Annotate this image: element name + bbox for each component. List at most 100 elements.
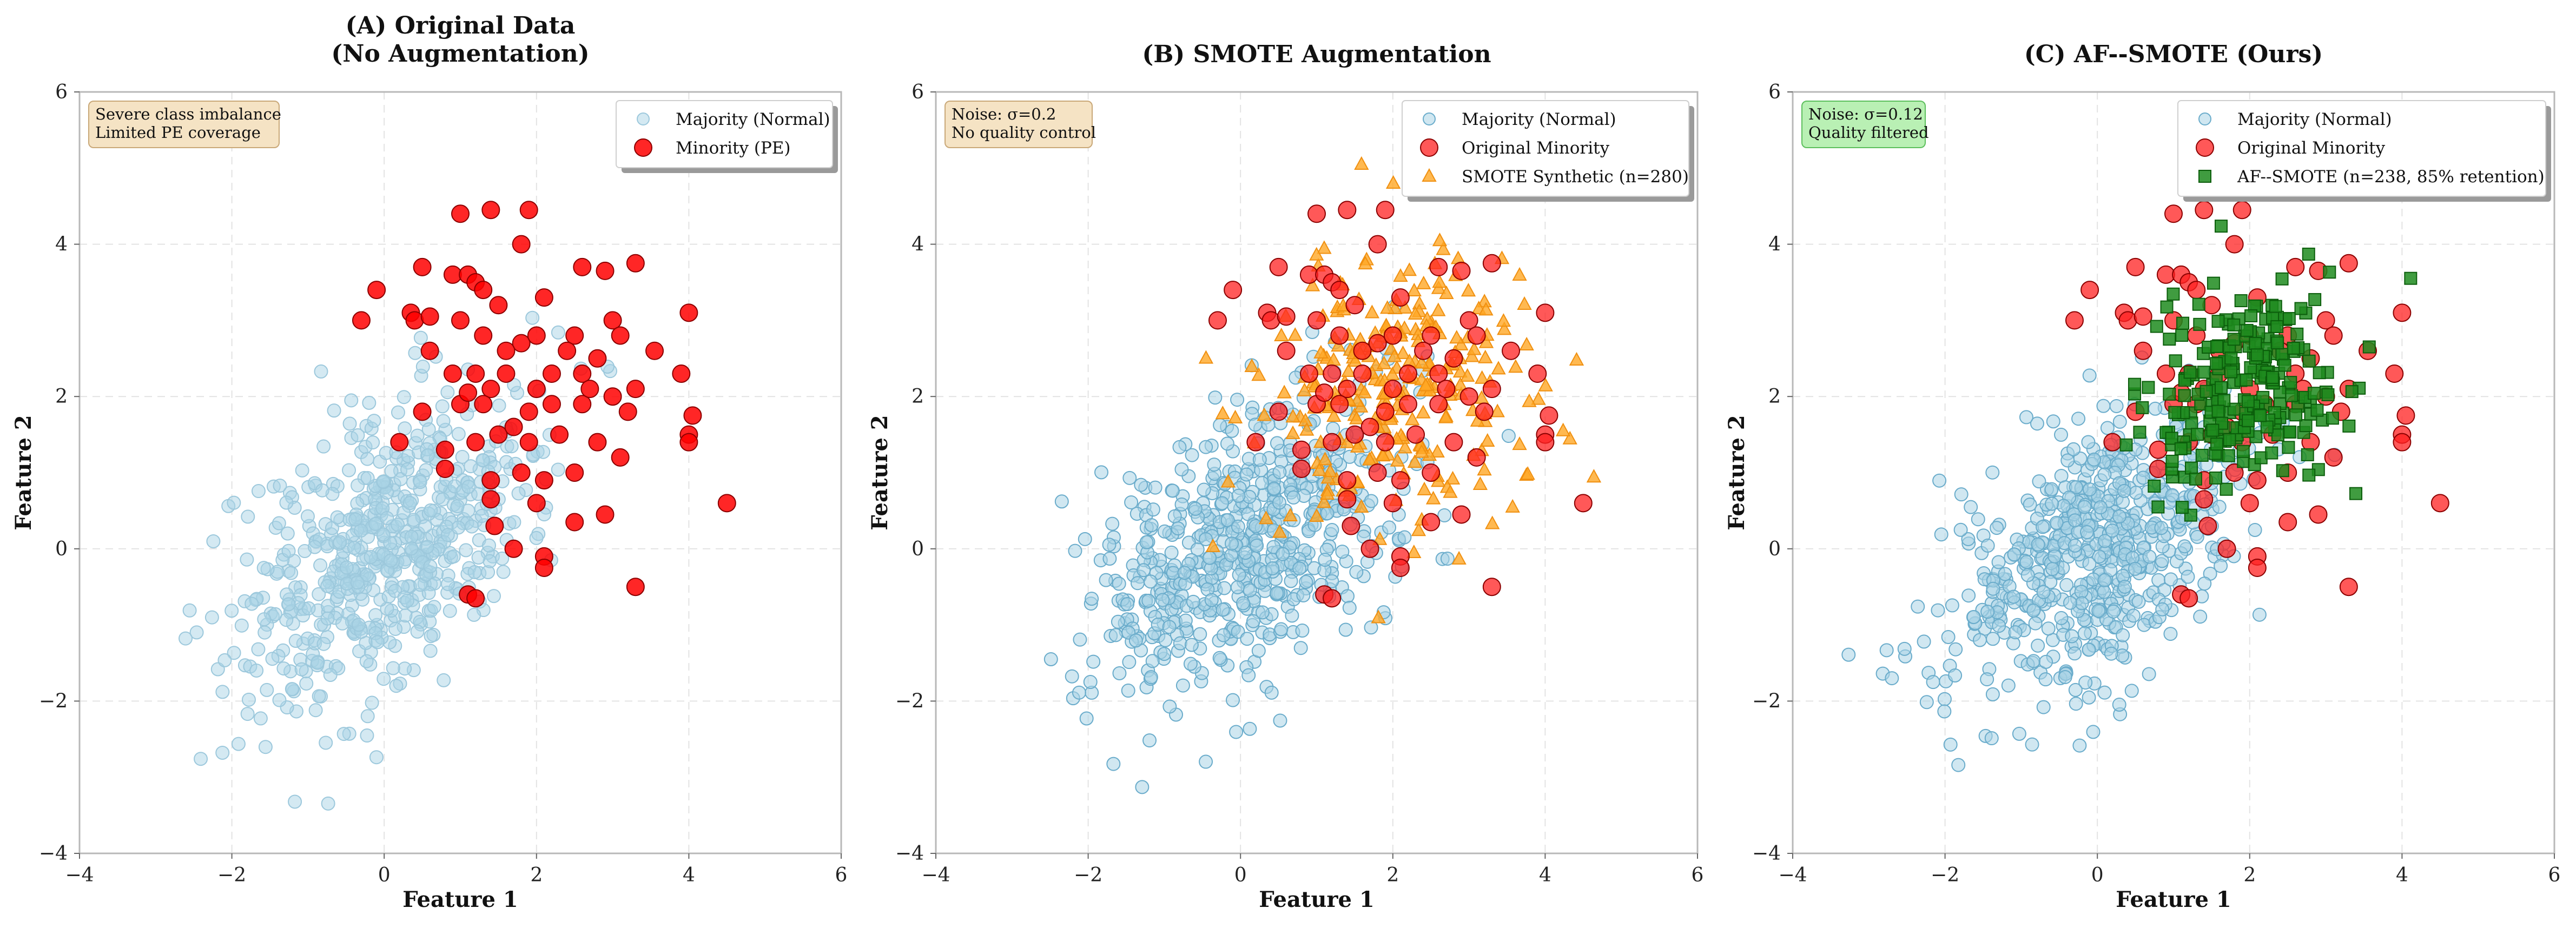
data-point bbox=[2148, 479, 2161, 493]
data-point bbox=[1376, 402, 1395, 421]
data-point bbox=[467, 565, 482, 579]
legend-label: SMOTE Synthetic (n=280) bbox=[1462, 167, 1689, 187]
data-point bbox=[2134, 307, 2152, 326]
data-point bbox=[1193, 627, 1207, 641]
data-point bbox=[1231, 519, 1245, 534]
data-point bbox=[507, 515, 521, 529]
data-point bbox=[2323, 266, 2336, 279]
data-point bbox=[1205, 538, 1220, 552]
data-point bbox=[310, 655, 325, 670]
data-point bbox=[2155, 602, 2170, 617]
data-point bbox=[1240, 632, 1254, 646]
data-point bbox=[424, 629, 438, 644]
data-point bbox=[413, 402, 432, 421]
data-point bbox=[436, 414, 451, 428]
data-point bbox=[1319, 486, 1335, 500]
annotation-text: Noise: σ=0.12 bbox=[1808, 105, 1923, 123]
data-point bbox=[2430, 494, 2449, 513]
data-point bbox=[2362, 340, 2376, 354]
data-point bbox=[2012, 726, 2026, 741]
data-point bbox=[481, 490, 500, 509]
data-point bbox=[489, 425, 508, 444]
data-point bbox=[2160, 300, 2174, 314]
data-point bbox=[529, 531, 544, 545]
data-point bbox=[2112, 509, 2126, 524]
data-point bbox=[404, 529, 419, 544]
data-point bbox=[2054, 611, 2069, 625]
data-point bbox=[2126, 257, 2145, 276]
data-point bbox=[1229, 725, 1244, 739]
data-point bbox=[421, 422, 436, 436]
data-point bbox=[330, 510, 345, 525]
legend-label: AF--SMOTE (n=238, 85% retention) bbox=[2237, 167, 2545, 187]
data-point bbox=[258, 740, 273, 754]
data-point bbox=[1429, 395, 1448, 414]
data-point bbox=[418, 519, 432, 534]
legend-label: Majority (Normal) bbox=[1462, 110, 1616, 129]
data-point bbox=[398, 421, 412, 436]
data-point bbox=[1212, 651, 1227, 665]
data-point bbox=[596, 505, 615, 524]
data-point bbox=[2068, 513, 2082, 528]
data-point bbox=[2151, 500, 2165, 514]
data-point bbox=[2025, 737, 2039, 752]
data-point bbox=[2249, 336, 2262, 350]
series-af-smote-n-238-85-retention- bbox=[2119, 220, 2418, 522]
data-point bbox=[215, 685, 230, 699]
data-point bbox=[2092, 549, 2106, 564]
data-point bbox=[1273, 713, 1287, 728]
data-point bbox=[316, 637, 331, 651]
data-point bbox=[370, 635, 385, 649]
data-point bbox=[536, 445, 551, 459]
data-point bbox=[1945, 598, 1959, 613]
data-point bbox=[1919, 695, 1934, 710]
data-point bbox=[1941, 629, 1956, 644]
data-point bbox=[474, 326, 493, 345]
data-point bbox=[534, 559, 553, 577]
data-point bbox=[2393, 433, 2412, 452]
y-tick-label: −4 bbox=[1752, 843, 1781, 865]
data-point bbox=[1562, 430, 1577, 445]
data-point bbox=[1414, 444, 1429, 458]
data-point bbox=[2248, 471, 2267, 490]
panel-1: −4 −2 0 2 4 6 −4 −2 0 2 4 6 Feature 1 Feature 2 (A) Or… bbox=[11, 12, 847, 912]
data-point bbox=[1345, 296, 1364, 315]
data-point bbox=[1224, 548, 1239, 562]
data-point bbox=[2142, 381, 2155, 394]
legend-bg bbox=[616, 100, 833, 168]
data-point bbox=[1155, 593, 1170, 607]
data-point bbox=[1451, 551, 1467, 565]
data-point bbox=[573, 364, 592, 383]
data-point bbox=[1120, 596, 1135, 611]
data-point bbox=[2031, 537, 2045, 552]
data-point bbox=[2028, 616, 2043, 631]
data-point bbox=[1422, 326, 1441, 345]
data-point bbox=[245, 596, 259, 611]
legend-bg bbox=[1402, 100, 1689, 197]
data-point bbox=[1203, 551, 1217, 565]
data-point bbox=[1338, 380, 1357, 399]
data-point bbox=[1231, 488, 1246, 503]
data-point bbox=[512, 463, 531, 482]
data-point bbox=[1318, 553, 1332, 567]
data-point bbox=[2116, 628, 2130, 642]
data-point bbox=[2178, 389, 2191, 402]
data-point bbox=[1459, 311, 1478, 330]
data-point bbox=[1385, 366, 1400, 380]
data-point bbox=[342, 416, 357, 431]
data-point bbox=[512, 235, 531, 254]
data-point bbox=[2165, 454, 2179, 468]
data-point bbox=[451, 427, 466, 441]
data-point bbox=[1197, 482, 1211, 497]
data-point bbox=[351, 428, 365, 442]
data-point bbox=[1208, 311, 1227, 330]
data-point bbox=[565, 463, 584, 482]
data-point bbox=[2223, 433, 2236, 447]
data-point bbox=[1244, 358, 1259, 372]
data-point bbox=[440, 528, 455, 542]
data-point bbox=[1330, 395, 1349, 414]
data-point bbox=[2265, 446, 2278, 460]
data-point bbox=[1943, 737, 1958, 752]
series-minority-pe- bbox=[352, 201, 736, 608]
data-point bbox=[451, 204, 470, 223]
